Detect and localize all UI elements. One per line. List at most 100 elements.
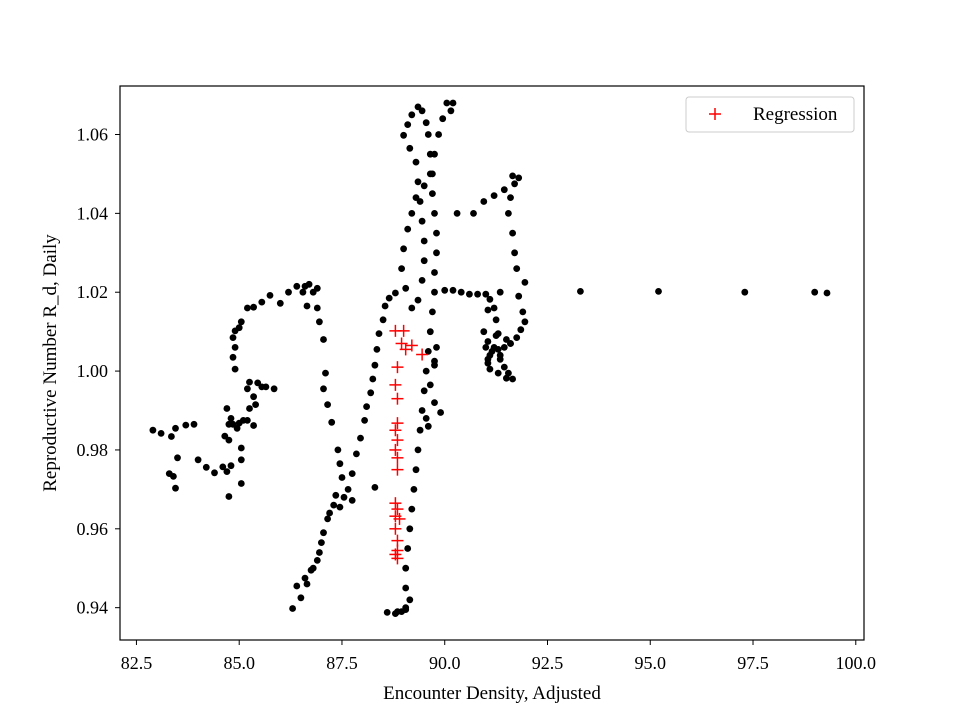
regression-point xyxy=(395,337,408,350)
data-point xyxy=(511,249,518,257)
data-point xyxy=(361,417,368,424)
data-point xyxy=(431,269,438,276)
data-point xyxy=(202,463,210,471)
data-point xyxy=(392,289,399,297)
data-point xyxy=(515,174,523,182)
data-point xyxy=(426,328,434,336)
data-point xyxy=(244,385,251,393)
data-point xyxy=(318,539,325,546)
data-point xyxy=(429,308,436,316)
data-point xyxy=(324,401,331,408)
data-point xyxy=(513,334,521,341)
data-point xyxy=(313,304,321,312)
data-point xyxy=(375,330,383,337)
data-point xyxy=(521,318,529,326)
data-point xyxy=(227,462,235,470)
data-point xyxy=(433,229,440,237)
data-point xyxy=(237,444,245,452)
data-point xyxy=(402,564,410,572)
data-point xyxy=(250,422,257,429)
regression-point xyxy=(391,434,404,447)
data-point xyxy=(305,280,313,288)
data-point xyxy=(233,424,241,432)
data-point xyxy=(429,190,436,198)
data-point xyxy=(496,288,504,296)
data-point xyxy=(332,491,340,499)
data-point xyxy=(246,378,253,386)
data-point xyxy=(229,334,237,341)
data-point xyxy=(505,210,512,217)
data-point xyxy=(509,375,516,383)
data-point xyxy=(336,503,344,511)
y-tick-label: 1.00 xyxy=(77,361,109,381)
data-point xyxy=(486,365,494,373)
data-point xyxy=(431,399,438,406)
data-point xyxy=(412,158,420,166)
data-point xyxy=(266,292,274,299)
data-point xyxy=(270,385,278,393)
data-point xyxy=(182,421,190,429)
data-point xyxy=(420,182,428,190)
data-point xyxy=(577,288,584,295)
data-point xyxy=(443,99,451,107)
y-axis-label: Reproductive Number R_d, Daily xyxy=(40,234,61,492)
data-point xyxy=(500,363,508,371)
data-point xyxy=(414,446,422,454)
data-point xyxy=(418,217,426,225)
data-point xyxy=(168,433,175,440)
data-point xyxy=(416,426,424,434)
marks-layer xyxy=(149,99,831,617)
data-point xyxy=(357,434,364,442)
data-point xyxy=(373,346,381,353)
data-point xyxy=(340,493,348,501)
data-point xyxy=(371,361,379,369)
data-point xyxy=(225,493,233,500)
data-point xyxy=(433,344,440,351)
data-point xyxy=(301,574,309,582)
data-point xyxy=(408,304,416,312)
data-point xyxy=(326,509,333,517)
data-point xyxy=(258,298,266,306)
x-tick-label: 87.5 xyxy=(326,653,358,673)
data-point xyxy=(237,318,245,326)
data-point xyxy=(500,186,508,194)
data-point xyxy=(244,304,251,312)
data-point xyxy=(348,497,356,504)
data-point xyxy=(402,606,410,613)
data-point xyxy=(406,596,414,604)
data-point xyxy=(363,403,370,410)
data-point xyxy=(385,294,393,302)
data-point xyxy=(194,456,202,464)
data-point xyxy=(420,257,428,265)
data-point xyxy=(484,306,492,314)
regression-point xyxy=(391,392,404,405)
data-point xyxy=(402,284,410,292)
data-point xyxy=(252,401,259,408)
data-point xyxy=(441,286,449,294)
data-point xyxy=(336,460,344,468)
y-tick-label: 0.98 xyxy=(77,440,109,460)
regression-point xyxy=(391,552,404,565)
data-point xyxy=(424,422,432,430)
data-point xyxy=(316,549,323,556)
data-point xyxy=(410,486,418,493)
data-point xyxy=(219,463,227,471)
data-point xyxy=(348,470,356,477)
data-point xyxy=(254,379,262,387)
data-point xyxy=(157,430,165,437)
x-tick-label: 95.0 xyxy=(635,653,667,673)
data-point xyxy=(507,194,514,202)
data-point xyxy=(229,353,237,361)
data-point xyxy=(741,288,749,296)
data-point xyxy=(494,369,502,377)
data-point xyxy=(309,564,317,572)
data-point xyxy=(170,473,177,480)
data-point xyxy=(519,308,527,316)
data-point xyxy=(435,131,442,138)
data-point xyxy=(313,557,321,564)
data-point xyxy=(422,119,430,127)
data-point xyxy=(418,277,426,284)
data-point xyxy=(344,486,352,493)
y-tick-label: 1.02 xyxy=(77,282,109,302)
regression-point xyxy=(391,361,404,374)
